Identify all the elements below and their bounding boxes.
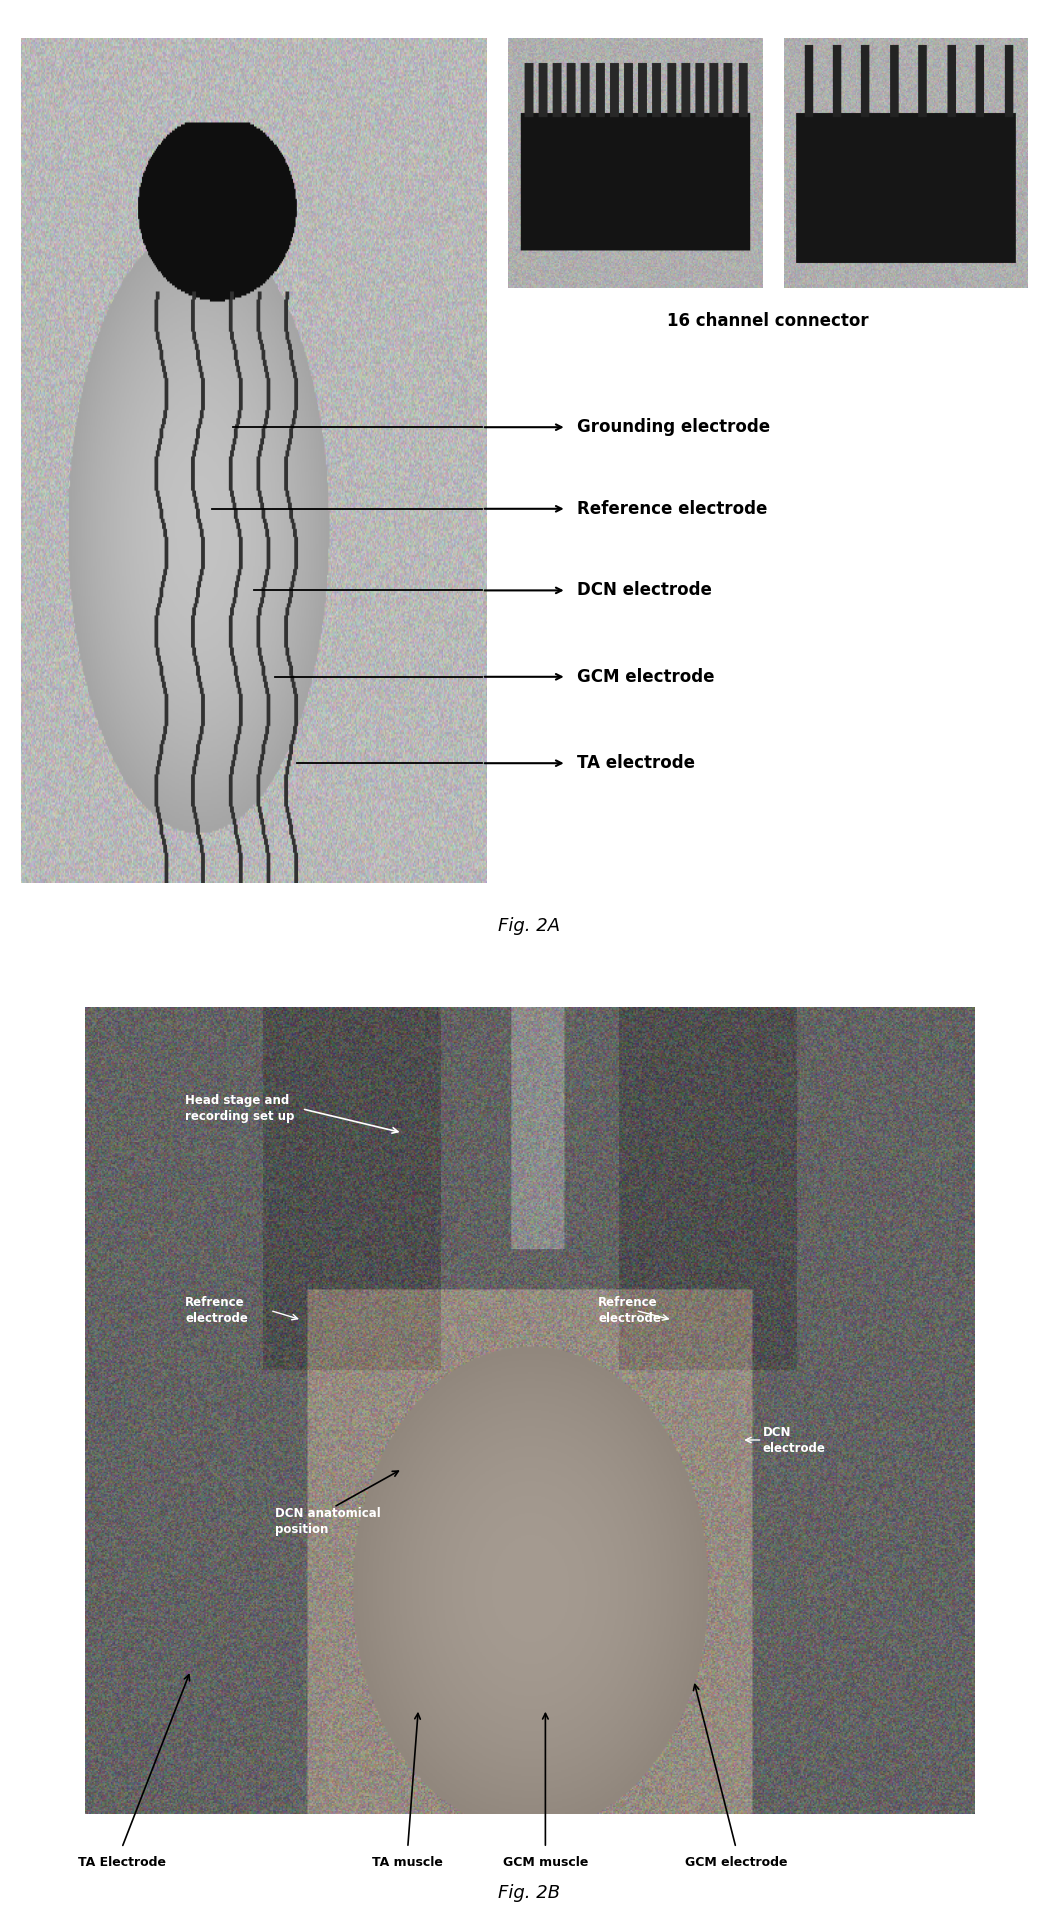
Text: Refrence
electrode: Refrence electrode — [185, 1296, 248, 1325]
Text: Fig. 2B: Fig. 2B — [499, 1884, 560, 1903]
Text: Reference electrode: Reference electrode — [577, 499, 768, 518]
Text: GCM electrode: GCM electrode — [685, 1857, 787, 1868]
Text: Head stage and
recording set up: Head stage and recording set up — [185, 1094, 294, 1123]
Text: DCN electrode: DCN electrode — [577, 582, 712, 599]
Text: DCN anatomical
position: DCN anatomical position — [275, 1507, 381, 1536]
Text: GCM electrode: GCM electrode — [577, 668, 715, 685]
Text: GCM muscle: GCM muscle — [503, 1857, 588, 1868]
Text: TA muscle: TA muscle — [373, 1857, 443, 1868]
Text: Grounding electrode: Grounding electrode — [577, 419, 770, 436]
Text: DCN
electrode: DCN electrode — [762, 1425, 825, 1455]
Text: 16 channel connector: 16 channel connector — [667, 311, 868, 330]
Text: Refrence
electrode: Refrence electrode — [598, 1296, 661, 1325]
Text: Fig. 2A: Fig. 2A — [499, 918, 560, 935]
Text: TA Electrode: TA Electrode — [77, 1857, 166, 1868]
Text: TA electrode: TA electrode — [577, 755, 695, 772]
